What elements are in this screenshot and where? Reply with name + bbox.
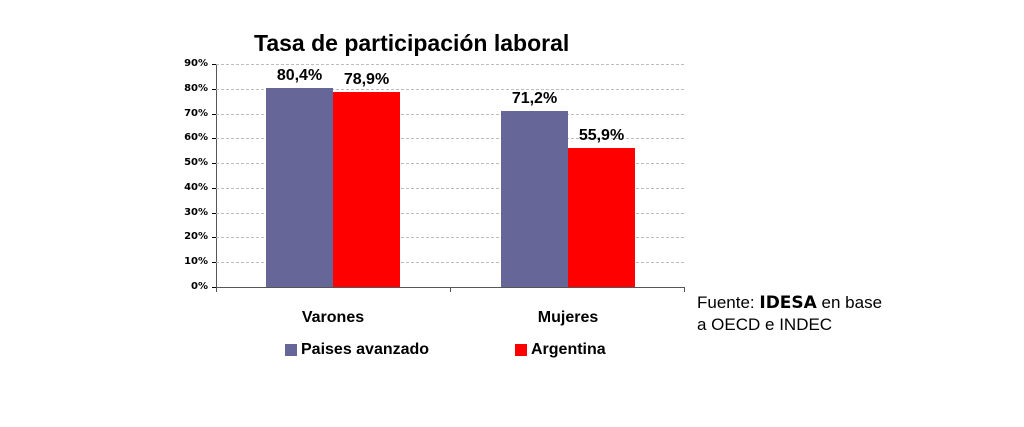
gridline <box>216 88 684 90</box>
data-label: 80,4% <box>276 66 323 84</box>
category-label-mujeres: Mujeres <box>537 309 599 326</box>
bar-mujeres-1 <box>568 148 635 287</box>
source-suffix: en base a OECD e INDEC <box>697 293 883 334</box>
category-label-varones: Varones <box>301 309 365 326</box>
source-org: IDESA <box>759 293 817 313</box>
y-tick-label: 80% <box>184 82 208 94</box>
bar-varones-0 <box>266 87 333 287</box>
legend-item-argentina: Argentina <box>515 341 606 359</box>
gridline <box>216 163 684 165</box>
y-tick-label: 90% <box>184 58 208 69</box>
y-tick-mark <box>212 287 216 288</box>
gridline <box>216 237 684 239</box>
gridline <box>216 262 684 264</box>
y-tick-label: 10% <box>184 256 208 268</box>
legend-label: Paises avanzado <box>301 341 430 358</box>
bar-varones-1 <box>333 91 400 287</box>
y-tick-mark <box>212 64 216 65</box>
bar-mujeres-0 <box>501 110 568 287</box>
legend-item-paises-avanzado: Paises avanzado <box>285 341 429 359</box>
y-tick-label: 40% <box>184 181 208 193</box>
gridline <box>216 187 684 189</box>
y-tick-mark <box>212 212 216 214</box>
y-tick-mark <box>212 163 216 165</box>
y-tick-label: 20% <box>184 231 208 243</box>
y-tick-mark <box>212 138 216 140</box>
gridline <box>216 64 684 65</box>
y-tick-mark <box>212 262 216 264</box>
legend-swatch-icon <box>285 344 297 356</box>
gridline <box>216 138 684 140</box>
x-tick <box>216 287 217 292</box>
y-axis <box>216 64 217 288</box>
source-prefix: Fuente: <box>697 293 760 312</box>
y-tick-mark <box>212 88 216 90</box>
gridline <box>216 113 684 115</box>
y-tick-label: 0% <box>191 281 208 292</box>
legend-label: Argentina <box>531 341 606 358</box>
y-tick-mark <box>212 113 216 115</box>
data-label: 78,9% <box>343 70 390 88</box>
x-tick <box>684 287 685 292</box>
gridline <box>216 212 684 214</box>
y-tick-label: 60% <box>184 132 208 144</box>
x-tick <box>450 287 451 292</box>
legend-swatch-icon <box>515 344 527 356</box>
y-tick-label: 70% <box>184 107 208 119</box>
y-tick-mark <box>212 187 216 189</box>
y-tick-label: 50% <box>184 157 208 169</box>
y-tick-mark <box>212 237 216 239</box>
y-tick-label: 30% <box>184 206 208 218</box>
data-label: 55,9% <box>578 127 625 145</box>
data-label: 71,2% <box>511 89 558 107</box>
source-note: Fuente: IDESA en base a OECD e INDEC <box>697 292 887 335</box>
chart-title: Tasa de participación laboral <box>254 30 570 56</box>
